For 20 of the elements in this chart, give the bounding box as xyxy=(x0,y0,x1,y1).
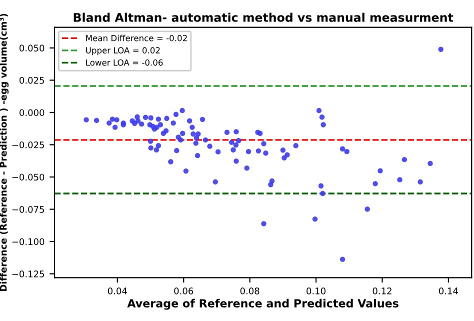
y-tick-label: −0.100 xyxy=(12,238,44,246)
x-tick-label: 0.04 xyxy=(108,288,127,294)
chart-title: Bland Altman- automatic method vs manual measurment xyxy=(74,12,454,22)
y-tick-label: −0.025 xyxy=(12,141,44,148)
legend-label: Lower LOA = -0.06 xyxy=(86,59,163,66)
x-tick-label: 0.14 xyxy=(439,288,458,294)
y-tick-label: 0.050 xyxy=(20,44,44,52)
x-axis-title: Average of Reference and Predicted Values xyxy=(127,298,398,310)
y-tick-label: −0.050 xyxy=(12,174,44,181)
legend-label: Upper LOA = 0.02 xyxy=(86,47,160,56)
y-axis-title: Difference (Reference - Prediction ) -egg volume(cm³) xyxy=(0,14,9,292)
x-tick-label: 0.06 xyxy=(174,288,194,294)
legend-label: Mean Difference = -0.02 xyxy=(86,34,187,42)
y-tick-label: −0.125 xyxy=(12,270,44,278)
x-tick-label: 0.12 xyxy=(372,288,392,294)
y-tick-label: 0.025 xyxy=(20,76,44,84)
x-tick-label: 0.08 xyxy=(240,288,260,294)
y-tick-label: 0.000 xyxy=(20,109,44,116)
x-tick-label: 0.10 xyxy=(306,288,326,294)
y-tick-label: −0.075 xyxy=(12,206,44,213)
